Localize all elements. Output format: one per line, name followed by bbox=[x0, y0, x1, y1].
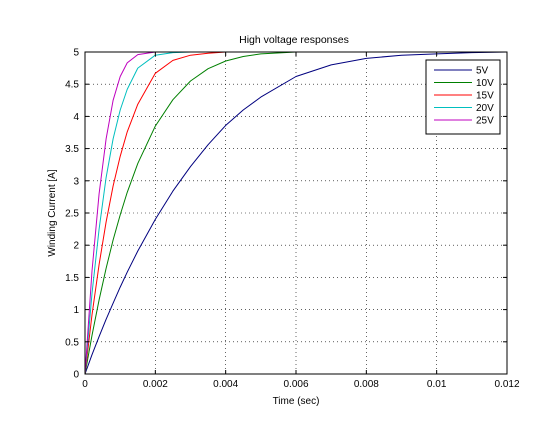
chart-title: High voltage responses bbox=[239, 34, 349, 46]
legend-label: 10V bbox=[476, 78, 494, 89]
grid bbox=[85, 52, 507, 374]
x-axis-label: Time (sec) bbox=[273, 396, 320, 407]
y-tick-label: 1.5 bbox=[65, 273, 79, 284]
x-tick-label: 0.01 bbox=[427, 379, 447, 390]
x-tick-label: 0.012 bbox=[494, 379, 519, 390]
legend-label: 5V bbox=[476, 66, 489, 77]
x-tick-label: 0.002 bbox=[143, 379, 168, 390]
legend-box bbox=[425, 59, 501, 135]
x-tick-label: 0.004 bbox=[213, 379, 238, 390]
y-axis-label: Winding Current [A] bbox=[47, 169, 58, 256]
y-tick-label: 3.5 bbox=[65, 144, 79, 155]
x-tick-label: 0.008 bbox=[354, 379, 379, 390]
legend-label: 15V bbox=[476, 91, 494, 102]
series-line-5V bbox=[84, 51, 508, 375]
y-tick-label: 4 bbox=[73, 112, 79, 123]
y-tick-label: 3 bbox=[73, 176, 79, 187]
x-tick-label: 0.006 bbox=[283, 379, 308, 390]
y-tick-label: 5 bbox=[73, 48, 79, 59]
legend-label: 25V bbox=[476, 116, 494, 127]
y-tick-label: 1 bbox=[73, 305, 79, 316]
legend-label: 20V bbox=[476, 103, 494, 114]
y-tick-label: 2.5 bbox=[65, 209, 79, 220]
y-tick-label: 4.5 bbox=[65, 80, 79, 91]
axis-ticks: 0 0.002 0.004 0.006 0.008 0.01 0.012 0 0.5 1 1.5 2 2… bbox=[65, 48, 520, 391]
y-tick-label: 2 bbox=[73, 241, 79, 252]
y-tick-label: 0 bbox=[73, 370, 79, 381]
x-tick-label: 0 bbox=[82, 379, 88, 390]
y-tick-label: 0.5 bbox=[65, 337, 79, 348]
